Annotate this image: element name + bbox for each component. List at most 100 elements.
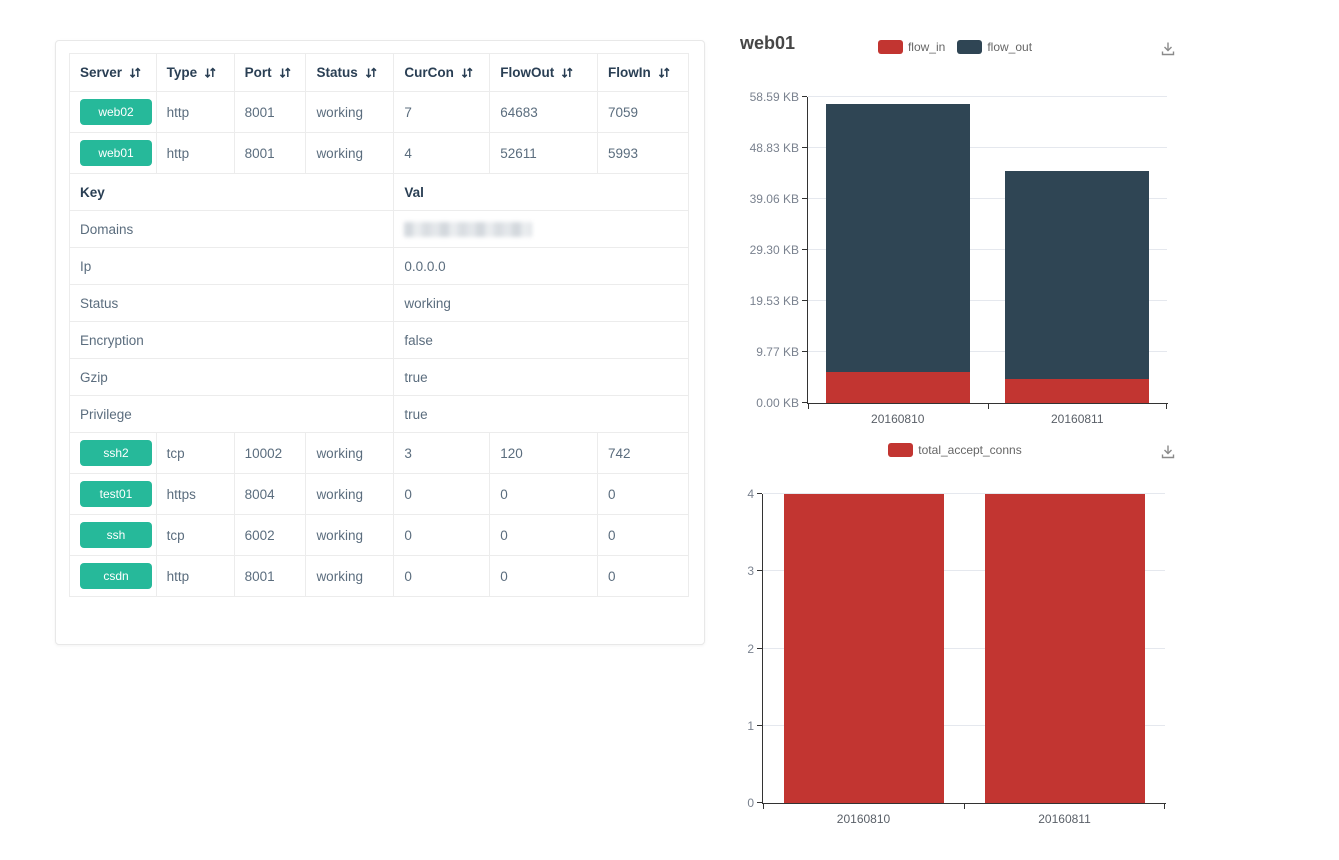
y-axis-tick-label: 0.00 KB xyxy=(756,396,799,410)
table-cell-flowout: 120 xyxy=(489,432,598,474)
bar-20160811-total_accept_conns xyxy=(984,494,1145,803)
y-tick-mark xyxy=(757,570,762,572)
x-tick-mark xyxy=(964,804,965,809)
bar-20160811-flow_out xyxy=(1005,171,1150,379)
server-badge-button[interactable]: ssh2 xyxy=(80,440,152,466)
y-tick-mark xyxy=(802,147,807,148)
gridline xyxy=(763,724,1165,726)
save-as-image-icon[interactable] xyxy=(1158,442,1178,462)
kv-row-status: Status working xyxy=(68,284,689,322)
y-axis-tick-label: 3 xyxy=(747,564,754,579)
table-cell-type: tcp xyxy=(155,432,235,474)
column-header-type[interactable]: Type xyxy=(155,53,235,92)
plot-area: 0.00 KB 9.77 KB 19.53 KB 29.30 KB 39.06 KB 48… xyxy=(750,90,1168,426)
legend-item-flow_in[interactable]: flow_in xyxy=(877,40,946,54)
table-cell-flowout: 0 xyxy=(489,514,598,556)
legend-label: flow_out xyxy=(987,40,1033,54)
y-tick-mark xyxy=(802,249,807,250)
sort-both-icon xyxy=(203,66,217,80)
column-header-status[interactable]: Status xyxy=(305,53,395,92)
chart-title: web01 xyxy=(740,33,796,53)
column-header-curcon[interactable]: CurCon xyxy=(393,53,491,92)
server-row-csdn: csdn http 8001 working 0 0 0 xyxy=(69,555,690,597)
table-cell-port: 8001 xyxy=(233,91,307,133)
sort-both-icon xyxy=(278,66,292,80)
server-badge-button[interactable]: csdn xyxy=(80,563,152,589)
x-axis-line xyxy=(807,403,1168,404)
legend-item-flow_out[interactable]: flow_out xyxy=(957,40,1032,54)
legend-swatch xyxy=(957,40,983,54)
column-header-port[interactable]: Port xyxy=(233,53,307,92)
column-header-server[interactable]: Server xyxy=(69,53,157,92)
y-tick-mark xyxy=(802,300,807,301)
gridline xyxy=(808,249,1167,250)
column-header-label: Type xyxy=(166,65,198,80)
table-cell-status: working xyxy=(305,473,395,515)
server-table-card: Server Type Port Status CurCon FlowOut FlowIn … xyxy=(55,40,705,645)
legend-label: flow_in xyxy=(907,40,946,54)
y-tick-mark xyxy=(757,724,762,726)
server-row-web01: web01 http 8001 working 4 52611 5993 xyxy=(69,132,690,174)
y-axis-tick-label: 39.06 KB xyxy=(749,192,799,206)
gridline xyxy=(808,198,1167,199)
sort-both-icon xyxy=(460,66,474,80)
flow-chart: web01 flow_in flow_out 0.00 KB 9.77 KB 19.5… xyxy=(720,25,1190,430)
table-cell-type: https xyxy=(155,473,235,515)
x-tick-mark xyxy=(763,804,764,809)
kv-val-cell: true xyxy=(393,358,689,396)
gridline xyxy=(808,300,1167,301)
kv-val-cell: working xyxy=(393,284,689,322)
save-as-image-icon[interactable] xyxy=(1158,39,1178,59)
column-header-flowout[interactable]: FlowOut xyxy=(489,53,598,92)
table-cell-flowin: 0 xyxy=(596,473,690,515)
kv-val-header: Val xyxy=(393,173,689,211)
y-tick-mark xyxy=(757,493,762,494)
server-cell: web02 xyxy=(69,91,157,133)
x-axis-category-label: 20160810 xyxy=(871,412,925,426)
y-axis-tick-label: 29.30 KB xyxy=(749,243,799,257)
x-tick-mark xyxy=(808,404,809,409)
y-tick-mark xyxy=(802,351,807,352)
bar-20160811-flow_in xyxy=(1005,378,1150,403)
server-row-test01: test01 https 8004 working 0 0 0 xyxy=(69,473,690,515)
table-cell-type: http xyxy=(155,91,235,133)
table-cell-flowin: 7059 xyxy=(596,91,690,133)
server-cell: ssh xyxy=(69,514,157,556)
column-header-label: Port xyxy=(244,65,272,80)
table-cell-status: working xyxy=(305,555,395,597)
gridline xyxy=(808,147,1167,148)
chart-legend: flow_in flow_out xyxy=(720,40,1190,54)
table-cell-port: 10002 xyxy=(233,432,307,474)
bar-20160810-flow_in xyxy=(825,372,970,403)
server-badge-button[interactable]: test01 xyxy=(80,481,152,507)
sort-both-icon xyxy=(364,66,378,80)
table-cell-port: 8004 xyxy=(233,473,307,515)
kv-key-header: Key xyxy=(68,173,395,211)
table-cell-type: http xyxy=(155,555,235,597)
y-tick-mark xyxy=(802,402,807,403)
y-axis-tick-label: 4 xyxy=(747,487,754,501)
x-axis-line xyxy=(762,803,1166,804)
x-axis-category-label: 20160810 xyxy=(836,812,891,826)
y-axis-tick-label: 0 xyxy=(747,796,754,810)
table-cell-flowout: 0 xyxy=(489,555,598,597)
column-header-flowin[interactable]: FlowIn xyxy=(596,53,690,92)
server-badge-button[interactable]: web01 xyxy=(80,140,152,166)
bar-20160810-total_accept_conns xyxy=(783,494,944,803)
table-cell-port: 6002 xyxy=(233,514,307,556)
legend-item-total_accept_conns[interactable]: total_accept_conns xyxy=(888,443,1022,457)
server-badge-button[interactable]: ssh xyxy=(80,522,152,548)
sort-both-icon xyxy=(657,66,671,80)
gridline xyxy=(808,351,1167,352)
column-header-label: CurCon xyxy=(404,65,454,80)
legend-swatch xyxy=(888,443,914,457)
y-tick-mark xyxy=(802,198,807,199)
table-cell-port: 8001 xyxy=(233,132,307,174)
kv-val-cell: 0.0.0.0 xyxy=(393,247,689,285)
server-badge-button[interactable]: web02 xyxy=(80,99,152,125)
column-header-label: Server xyxy=(80,65,123,80)
kv-key-cell: Privilege xyxy=(68,395,395,433)
y-axis-tick-label: 19.53 KB xyxy=(749,294,799,308)
kv-key-cell: Status xyxy=(68,284,395,322)
legend-swatch xyxy=(877,40,903,54)
